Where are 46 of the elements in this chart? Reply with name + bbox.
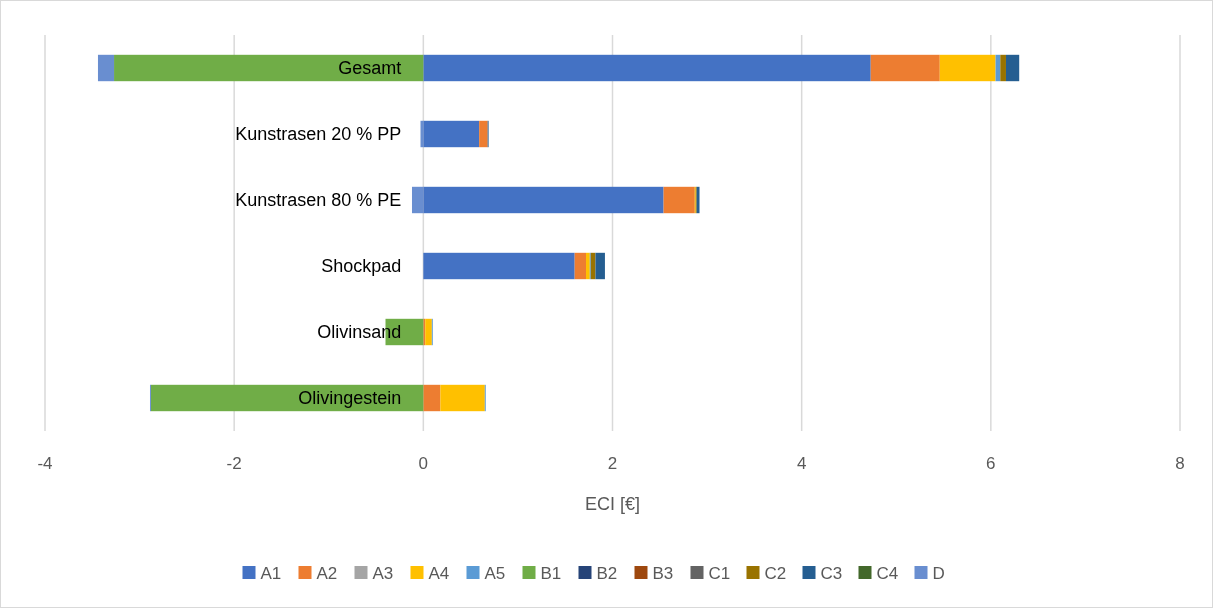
x-tick-label: 2 — [607, 454, 618, 473]
bar — [870, 54, 940, 82]
bar — [423, 252, 575, 280]
bar — [663, 186, 695, 214]
y-tick-label: Kunstrasen 80 % PE — [235, 190, 402, 211]
bar — [423, 186, 664, 214]
bar — [479, 120, 488, 148]
bar — [411, 186, 424, 214]
legend-label: C1 — [708, 563, 731, 583]
legend-label: A2 — [316, 563, 338, 583]
legend-label: B3 — [652, 563, 674, 583]
bar — [939, 54, 996, 82]
y-tick-label: Gesamt — [338, 58, 402, 79]
x-tick-label: -4 — [37, 454, 53, 473]
legend-label: A5 — [484, 563, 506, 583]
y-tick-label: Shockpad — [321, 256, 402, 277]
legend-label: D — [932, 563, 945, 583]
bar — [150, 384, 424, 412]
legend-label: B1 — [540, 563, 562, 583]
x-tick-label: 6 — [986, 454, 996, 473]
legend-label: C3 — [820, 563, 843, 583]
bar — [425, 318, 432, 346]
x-tick-label: 4 — [796, 454, 807, 473]
bar — [420, 120, 424, 148]
bar — [423, 54, 871, 82]
x-tick-label: 0 — [418, 454, 429, 473]
legend-label: A1 — [260, 563, 282, 583]
legend-label: A3 — [372, 563, 394, 583]
bar — [1005, 54, 1020, 82]
bar — [423, 384, 441, 412]
bar — [97, 54, 115, 82]
bar — [595, 252, 605, 280]
bar — [574, 252, 587, 280]
legend-label: C2 — [764, 563, 787, 583]
bar — [440, 384, 485, 412]
y-tick-label: Kunstrasen 20 % PP — [235, 124, 402, 145]
bar — [423, 120, 480, 148]
bar — [1000, 54, 1006, 82]
y-tick-label: Olivingestein — [298, 388, 402, 409]
legend-label: A4 — [428, 563, 450, 583]
bar — [114, 54, 424, 82]
x-tick-label: 8 — [1175, 454, 1185, 473]
legend-label: B2 — [596, 563, 618, 583]
legend-label: C4 — [876, 563, 899, 583]
x-tick-label: -2 — [226, 454, 242, 473]
x-axis-title: ECI [€] — [584, 494, 641, 514]
